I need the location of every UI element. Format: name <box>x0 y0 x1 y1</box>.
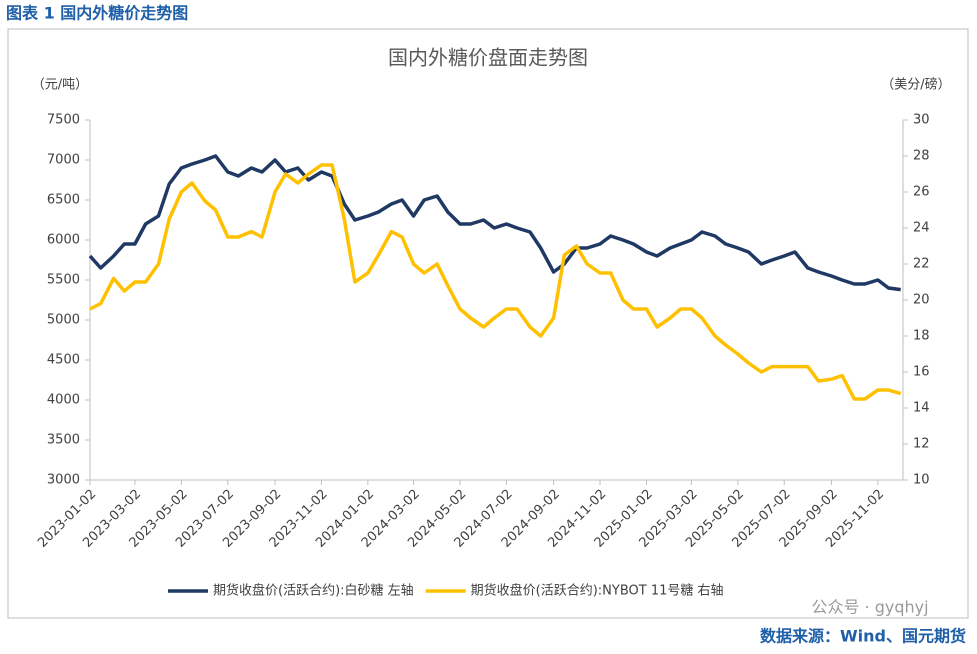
y-tick-label: 7000 <box>47 153 80 168</box>
y-tick-label: 7500 <box>47 113 80 128</box>
footer-source: 数据来源：Wind、国元期货 <box>760 627 966 646</box>
y2-tick-label: 12 <box>913 437 930 452</box>
y2-axis-label: （美分/磅） <box>881 77 950 93</box>
y-axis-label: （元/吨） <box>32 78 88 93</box>
y2-tick-label: 18 <box>913 329 930 344</box>
y2-tick-label: 24 <box>913 221 930 236</box>
y2-tick-label: 22 <box>913 257 930 272</box>
series-line <box>89 163 902 401</box>
legend-label: 期货收盘价(活跃合约):NYBOT 11号糖 右轴 <box>471 583 724 599</box>
y-tick-label: 6000 <box>47 233 80 248</box>
y2-tick-label: 30 <box>913 113 930 128</box>
watermark: 公众号 · gyqhyj <box>811 598 928 617</box>
chart-frame <box>7 28 969 619</box>
legend-label: 期货收盘价(活跃合约):白砂糖 左轴 <box>213 583 414 599</box>
y-tick-label: 5000 <box>47 313 80 328</box>
chart-title: 国内外糖价盘面走势图 <box>388 46 588 70</box>
y-tick-label: 4500 <box>47 353 80 368</box>
y-tick-label: 6500 <box>47 193 80 208</box>
y2-tick-label: 16 <box>913 365 930 380</box>
y2-tick-label: 14 <box>913 401 930 416</box>
y2-tick-label: 10 <box>913 473 930 488</box>
y-tick-label: 4000 <box>47 393 80 408</box>
y2-tick-label: 26 <box>913 185 930 200</box>
y2-tick-label: 20 <box>913 293 930 308</box>
header-title: 图表 1 国内外糖价走势图 <box>6 4 188 23</box>
series-line <box>88 154 901 292</box>
y2-tick-label: 28 <box>913 149 930 164</box>
y-tick-label: 3000 <box>47 473 80 488</box>
y-tick-label: 5500 <box>47 273 80 288</box>
y-tick-label: 3500 <box>47 433 80 448</box>
